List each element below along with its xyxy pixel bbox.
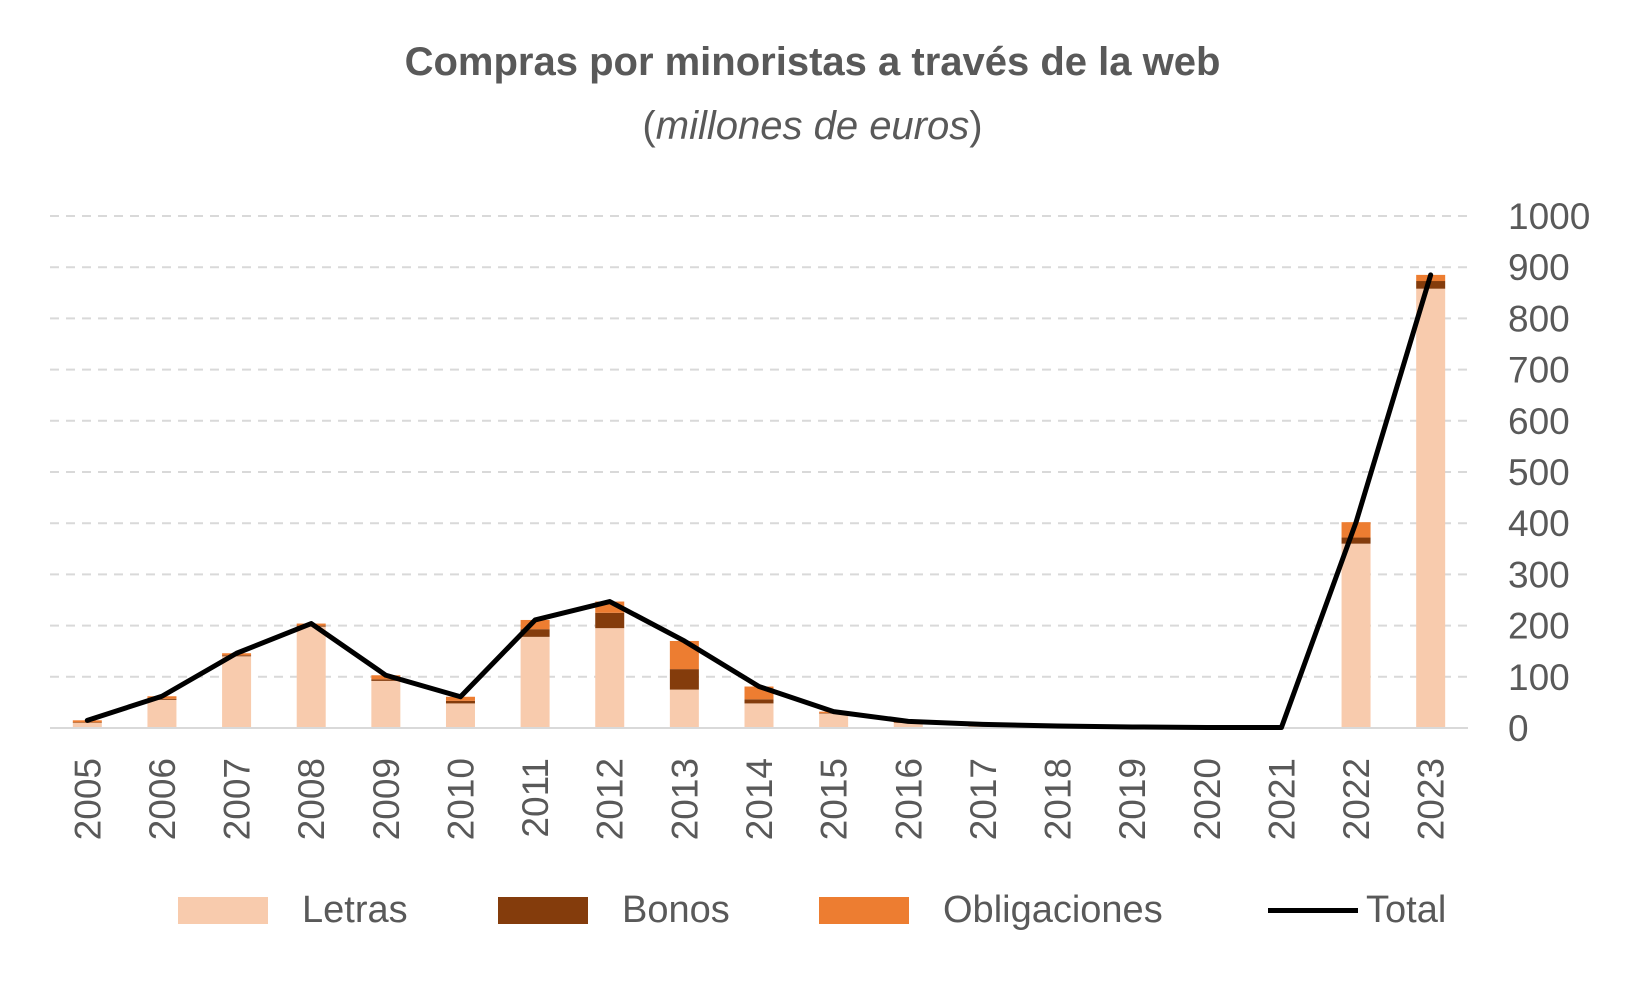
- x-tick-label: 2005: [67, 758, 108, 840]
- bar-segment: [1416, 281, 1446, 289]
- subtitle-text: millones de euros: [655, 104, 970, 148]
- legend-swatch-bonos: [498, 896, 588, 924]
- legend-label-letras: Letras: [302, 888, 408, 931]
- x-tick-label: 2019: [1112, 758, 1153, 840]
- legend-swatch-letras: [178, 896, 268, 924]
- bar-segment: [72, 722, 102, 728]
- x-tick-label: 2018: [1038, 758, 1079, 840]
- legend-item-bonos: Bonos: [498, 880, 730, 940]
- x-tick-label: 2007: [217, 758, 258, 840]
- legend: Letras Bonos Obligaciones Total: [0, 880, 1625, 940]
- legend-label-total: Total: [1366, 888, 1447, 931]
- plot-area: 0 100 200 300 400 500 600 700 800 900 1000 2005 200…: [50, 196, 1590, 840]
- y-tick-label: 700: [1508, 350, 1570, 391]
- x-tick-label: 2022: [1336, 758, 1377, 840]
- chart-title: Compras por minoristas a través de la we…: [404, 40, 1221, 84]
- total-line: [84, 272, 1434, 730]
- bar-segment: [744, 703, 774, 728]
- x-tick-label: 2012: [590, 758, 631, 840]
- y-tick-label: 100: [1508, 657, 1570, 698]
- bar-segment: [222, 656, 252, 728]
- y-tick-label: 300: [1508, 554, 1570, 595]
- y-tick-label: 1000: [1508, 196, 1590, 237]
- legend-swatch-total: [1268, 907, 1358, 913]
- bar-segment: [520, 619, 550, 630]
- x-tick-label: 2014: [739, 758, 780, 840]
- bar-segment: [595, 601, 625, 613]
- x-tick-label: 2021: [1261, 758, 1302, 840]
- bar-segment: [744, 699, 774, 704]
- x-tick-label: 2006: [142, 758, 183, 840]
- bar-segment: [520, 636, 550, 728]
- y-tick-label: 500: [1508, 452, 1570, 493]
- legend-item-letras: Letras: [178, 880, 408, 940]
- bar-segment: [445, 703, 475, 728]
- bar-segment: [893, 722, 923, 728]
- x-tick-label: 2011: [515, 758, 556, 838]
- bar-segment: [1416, 288, 1446, 728]
- x-tick-label: 2020: [1187, 758, 1228, 840]
- legend-label-obligaciones: Obligaciones: [943, 888, 1163, 931]
- bar-segment: [819, 713, 849, 728]
- bar-segment: [147, 698, 177, 700]
- bar-segment: [296, 626, 326, 728]
- bar-segment: [1341, 543, 1371, 728]
- bar-segment: [520, 629, 550, 637]
- bar-segment: [669, 669, 699, 690]
- subtitle-close: ): [969, 104, 983, 148]
- legend-item-obligaciones: Obligaciones: [819, 880, 1163, 940]
- y-tick-label: 800: [1508, 298, 1570, 339]
- x-tick-label: 2023: [1411, 758, 1452, 840]
- legend-swatch-obligaciones: [819, 896, 909, 924]
- bar-segment: [1341, 522, 1371, 538]
- bar-segment: [371, 680, 401, 728]
- y-tick-label: 0: [1508, 708, 1529, 749]
- y-tick-label: 200: [1508, 606, 1570, 647]
- x-tick-label: 2015: [814, 758, 855, 840]
- bar-segment: [445, 700, 475, 704]
- y-tick-label: 600: [1508, 401, 1570, 442]
- bar-segment: [1341, 537, 1371, 544]
- bar-segment: [595, 612, 625, 629]
- x-tick-label: 2009: [366, 758, 407, 840]
- chart-subtitle: (millones de euros): [0, 104, 1625, 149]
- y-tick-label: 400: [1508, 503, 1570, 544]
- x-tick-label: 2016: [888, 758, 929, 840]
- x-tick-label: 2013: [664, 758, 705, 840]
- y-tick-label: 900: [1508, 247, 1570, 288]
- legend-label-bonos: Bonos: [622, 888, 730, 931]
- legend-item-total: Total: [1268, 880, 1446, 940]
- bar-segment: [147, 699, 177, 728]
- bar-segment: [595, 628, 625, 728]
- x-tick-label: 2017: [963, 758, 1004, 840]
- bar-segment: [669, 689, 699, 728]
- x-tick-label: 2008: [291, 758, 332, 840]
- bar-segment: [371, 679, 401, 681]
- x-tick-label: 2010: [440, 758, 481, 840]
- subtitle-open: (: [642, 104, 656, 148]
